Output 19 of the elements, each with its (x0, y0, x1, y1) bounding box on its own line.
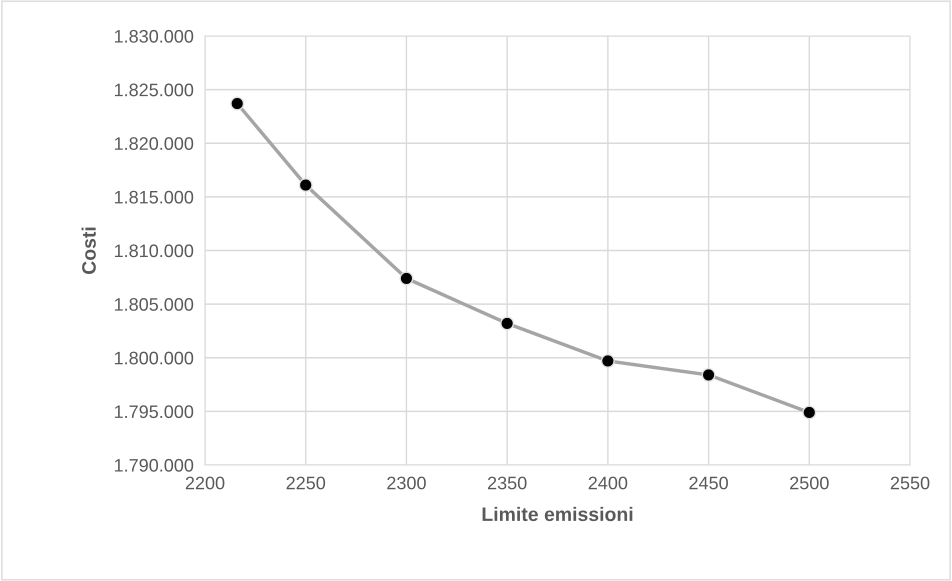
y-tick-label: 1.805.000 (114, 298, 194, 311)
y-tick-label: 1.800.000 (114, 352, 194, 364)
x-tick-label: 2500 (790, 476, 829, 490)
y-tick-label: 1.790.000 (114, 458, 194, 472)
y-axis-title: Costi (82, 228, 96, 274)
x-tick-label: 2450 (689, 476, 728, 490)
y-tick-label: 1.795.000 (114, 405, 194, 418)
y-tick-label: 1.825.000 (114, 84, 194, 96)
y-tick-label: 1.820.000 (114, 137, 194, 150)
y-tick-label: 1.810.000 (114, 244, 194, 258)
x-tick-label: 2350 (488, 476, 527, 490)
x-tick-label: 2200 (186, 476, 224, 490)
x-tick-label: 2300 (387, 476, 426, 490)
x-axis-title: Limite emissioni (482, 506, 632, 522)
x-tick-label: 2250 (286, 476, 326, 490)
y-tick-label: 1.830.000 (114, 30, 194, 43)
x-tick-label: 2400 (588, 476, 628, 490)
x-tick-label: 2550 (890, 476, 930, 490)
y-tick-label: 1.815.000 (114, 190, 194, 204)
